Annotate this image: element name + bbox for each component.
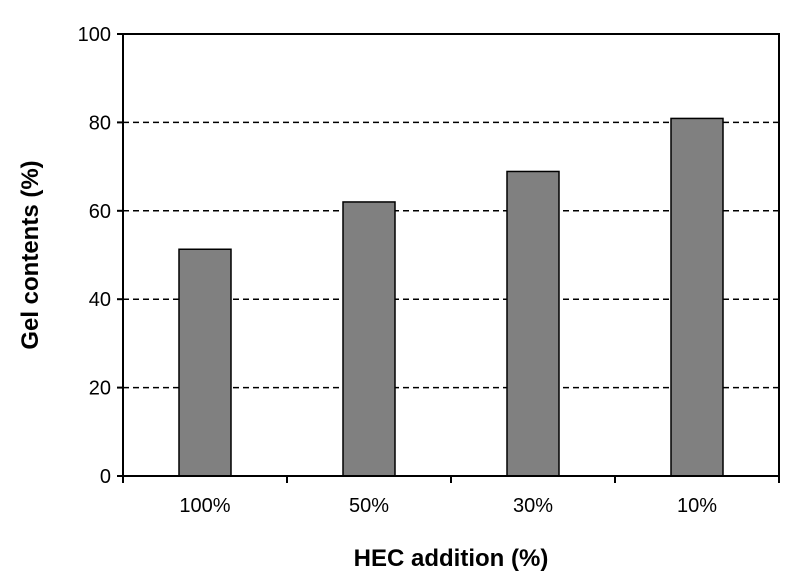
x-tick-label: 30% (513, 495, 553, 517)
y-tick-label: 100 (78, 24, 111, 46)
y-tick-label: 80 (89, 112, 111, 134)
bar-10% (670, 117, 724, 477)
x-axis-ticks: 100% 50% 30% 10% (122, 476, 780, 517)
x-tick-label: 100% (179, 495, 230, 517)
bar-50% (342, 201, 396, 477)
bar-30% (506, 170, 560, 477)
y-tick-label: 40 (89, 289, 111, 311)
y-tick-label: 20 (89, 378, 111, 400)
y-axis-ticks: 0 20 40 60 80 100 (78, 24, 123, 488)
bar-100% (178, 248, 232, 477)
y-axis-title: Gel contents (%) (17, 160, 44, 349)
x-tick-label: 10% (677, 495, 717, 517)
y-tick-label: 0 (100, 466, 111, 488)
bars (178, 117, 724, 477)
y-tick-label: 60 (89, 201, 111, 223)
x-tick-label: 50% (349, 495, 389, 517)
x-axis-title: HEC addition (%) (354, 545, 549, 572)
